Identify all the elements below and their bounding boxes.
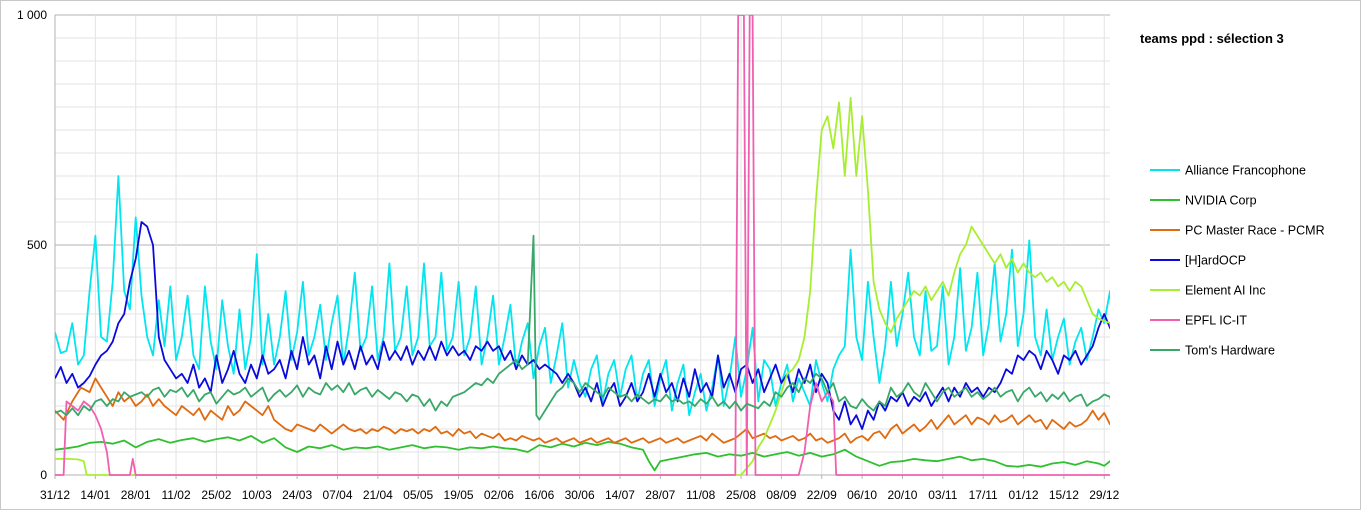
y-tick-label: 500 bbox=[27, 238, 47, 252]
x-tick-label: 28/01 bbox=[121, 488, 151, 502]
x-tick-label: 22/09 bbox=[807, 488, 837, 502]
x-tick-label: 19/05 bbox=[444, 488, 474, 502]
x-tick-label: 11/02 bbox=[161, 488, 190, 502]
series-line-pc-master-race-pcmr bbox=[55, 377, 1110, 444]
legend-label: PC Master Race - PCMR bbox=[1185, 224, 1325, 238]
legend-label: NVIDIA Corp bbox=[1185, 194, 1257, 208]
x-tick-label: 25/08 bbox=[726, 488, 756, 502]
legend-label: Tom's Hardware bbox=[1185, 344, 1275, 358]
series-line-element-ai-inc bbox=[55, 96, 1110, 476]
x-tick-label: 17/11 bbox=[969, 488, 998, 502]
grid bbox=[54, 14, 1110, 476]
x-tick-label: 08/09 bbox=[766, 488, 796, 502]
series-layer bbox=[55, 15, 1110, 476]
x-tick-label: 15/12 bbox=[1049, 488, 1079, 502]
x-tick-label: 31/12 bbox=[40, 488, 70, 502]
y-tick-label: 0 bbox=[40, 468, 47, 482]
x-tick-label: 06/10 bbox=[847, 488, 877, 502]
series-line-tom-s-hardware bbox=[55, 234, 1110, 421]
series-line-h-ardocp bbox=[55, 221, 1110, 430]
legend-label: [H]ardOCP bbox=[1185, 254, 1246, 268]
chart-title: teams ppd : sélection 3 bbox=[1140, 31, 1284, 46]
x-tick-label: 24/03 bbox=[282, 488, 312, 502]
legend-label: Alliance Francophone bbox=[1185, 164, 1306, 178]
x-tick-label: 05/05 bbox=[403, 488, 433, 502]
x-tick-label: 16/06 bbox=[524, 488, 554, 502]
x-tick-label: 14/01 bbox=[80, 488, 110, 502]
series-line-nvidia-corp bbox=[55, 435, 1110, 472]
x-tick-label: 07/04 bbox=[322, 488, 352, 502]
y-tick-label: 1 000 bbox=[17, 8, 47, 22]
x-tick-label: 29/12 bbox=[1089, 488, 1119, 502]
x-tick-label: 30/06 bbox=[565, 488, 595, 502]
legend: Alliance Francophone NVIDIA Corp PC Master… bbox=[1150, 164, 1325, 358]
x-tick-label: 28/07 bbox=[645, 488, 675, 502]
x-tick-label: 11/08 bbox=[686, 488, 715, 502]
x-tick-label: 10/03 bbox=[242, 488, 272, 502]
x-tick-label: 21/04 bbox=[363, 488, 393, 502]
legend-label: EPFL IC-IT bbox=[1185, 314, 1247, 328]
series-line-alliance-francophone bbox=[55, 175, 1110, 417]
legend-label: Element AI Inc bbox=[1185, 284, 1266, 298]
series-line-epfl-ic-it bbox=[55, 15, 1110, 476]
axes: 0 500 1 000 31/12 14/01 28/01 11/02 25/02 10/03 2… bbox=[17, 8, 1120, 502]
x-tick-label: 01/12 bbox=[1009, 488, 1039, 502]
x-tick-label: 20/10 bbox=[887, 488, 917, 502]
x-tick-label: 02/06 bbox=[484, 488, 514, 502]
x-tick-label: 03/11 bbox=[928, 488, 957, 502]
x-tick-label: 25/02 bbox=[201, 488, 231, 502]
x-tick-label: 14/07 bbox=[605, 488, 635, 502]
